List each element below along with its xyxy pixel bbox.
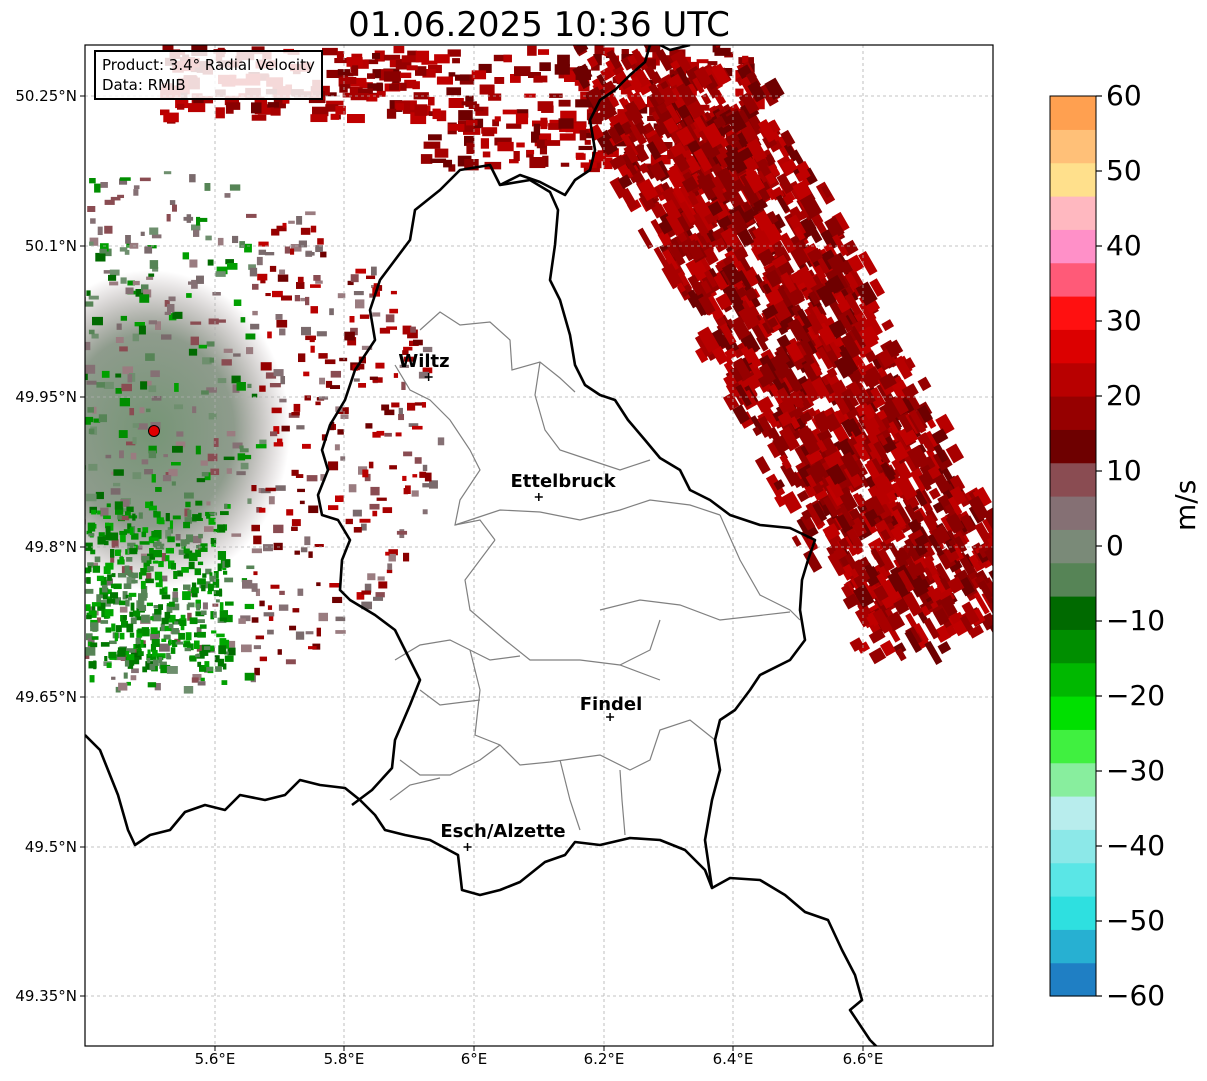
colorbar-band (1050, 529, 1096, 564)
map-title: 01.06.2025 10:36 UTC (348, 5, 730, 45)
lon-tick-label: 6.2°E (583, 1050, 625, 1068)
lat-tick-label: 49.8°N (24, 538, 77, 556)
colorbar-band (1050, 896, 1096, 930)
colorbar-tick-label: −40 (1106, 829, 1166, 862)
map-frame (84, 44, 994, 1047)
radar-site-marker (148, 425, 160, 437)
colorbar-band (1050, 196, 1096, 230)
colorbar-band (1050, 462, 1096, 497)
colorbar-tick-label: −20 (1106, 679, 1166, 712)
colorbar-band (1050, 796, 1096, 830)
colorbar-tick-label: 40 (1106, 229, 1142, 262)
colorbar-band (1050, 562, 1096, 597)
country-borders (85, 45, 878, 1046)
lon-tick-label: 5.6°E (194, 1050, 236, 1068)
axis-ticks (80, 95, 864, 1051)
city-marker (463, 843, 472, 851)
colorbar-band (1050, 596, 1096, 630)
city-markers (424, 373, 615, 851)
product-label: Product: 3.4° Radial Velocity (102, 56, 315, 74)
city-marker (424, 373, 433, 381)
lon-tick-label: 5.8°E (323, 1050, 365, 1068)
colorbar-tick-label: 50 (1106, 154, 1142, 187)
colorbar-band (1050, 362, 1096, 397)
colorbar-tick-label: 60 (1106, 79, 1142, 112)
colorbar-band (1050, 329, 1096, 364)
lat-tick-label: 49.95°N (15, 388, 77, 406)
ground-clutter-area (85, 270, 290, 590)
colorbar-band (1050, 296, 1096, 330)
lat-tick-label: 49.65°N (15, 688, 77, 706)
colorbar-tick-label: 10 (1106, 454, 1142, 487)
data-source-label: Data: RMIB (102, 76, 186, 94)
colorbar-band (1050, 696, 1096, 730)
colorbar-tick-label: −50 (1106, 904, 1166, 937)
colorbar-tick-label: −30 (1106, 754, 1166, 787)
colorbar-band (1050, 496, 1096, 530)
lon-tick-label: 6.4°E (712, 1050, 754, 1068)
colorbar-tick-label: −10 (1106, 604, 1166, 637)
colorbar (1049, 95, 1102, 997)
colorbar-band (1050, 862, 1096, 897)
colorbar-tick-label: 0 (1106, 529, 1124, 562)
colorbar-band (1050, 262, 1096, 297)
lon-tick-label: 6.6°E (842, 1050, 884, 1068)
city-label-esch-alzette: Esch/Alzette (440, 821, 566, 842)
colorbar-tick-label: 30 (1106, 304, 1142, 337)
lon-tick-label: 6°E (460, 1050, 488, 1068)
city-marker (534, 493, 543, 501)
colorbar-band (1050, 662, 1096, 697)
colorbar-band (1050, 929, 1096, 964)
lat-tick-label: 50.1°N (24, 237, 77, 255)
colorbar-band (1050, 162, 1096, 197)
colorbar-unit-label: m/s (1169, 479, 1202, 531)
colorbar-tick-label: 20 (1106, 379, 1142, 412)
city-label-findel: Findel (579, 694, 643, 715)
radar-echo-layer (85, 45, 993, 694)
colorbar-band (1050, 729, 1096, 764)
product-info-box: Product: 3.4° Radial Velocity Data: RMIB (94, 50, 323, 100)
colorbar-band (1050, 762, 1096, 797)
colorbar-band (1050, 429, 1096, 464)
colorbar-band (1050, 829, 1096, 864)
lat-tick-label: 49.5°N (24, 838, 77, 856)
lat-tick-label: 50.25°N (15, 87, 77, 105)
colorbar-band (1050, 229, 1096, 264)
colorbar-tick-label: −60 (1106, 979, 1166, 1012)
colorbar-band (1050, 629, 1096, 664)
city-label-wiltz: Wiltz (398, 351, 450, 372)
canton-boundaries (389, 311, 801, 836)
city-marker (606, 713, 615, 721)
lat-tick-label: 49.35°N (15, 987, 77, 1005)
city-label-ettelbruck: Ettelbruck (510, 471, 616, 492)
colorbar-band (1050, 962, 1096, 997)
colorbar-band (1050, 96, 1096, 130)
colorbar-band (1050, 396, 1096, 430)
colorbar-band (1050, 129, 1096, 164)
